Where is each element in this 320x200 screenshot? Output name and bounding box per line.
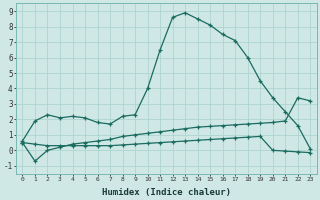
X-axis label: Humidex (Indice chaleur): Humidex (Indice chaleur) (102, 188, 231, 197)
